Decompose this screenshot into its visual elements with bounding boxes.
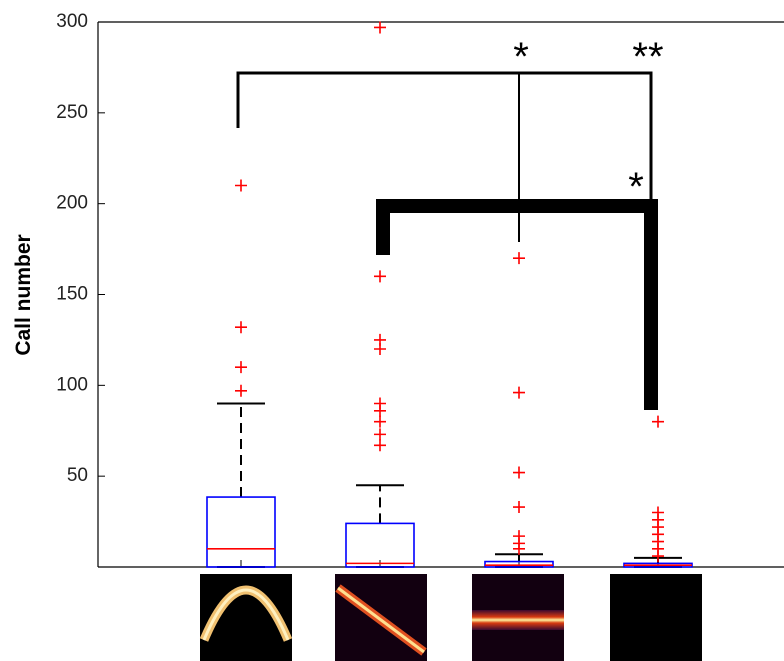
outlier [235,384,247,397]
significance-brackets [236,71,658,410]
outlier [513,386,525,399]
y-axis-label: Call number [12,234,35,355]
y-tick-label: 50 [67,465,88,486]
outlier [652,506,664,519]
outlier [374,333,386,346]
box [345,522,415,568]
call-type-icons [199,574,702,661]
outlier [513,530,525,543]
box [206,496,276,568]
outlier [235,361,247,374]
outlier [513,501,525,514]
outlier [235,321,247,334]
outlier [374,415,386,428]
annotation: * [628,165,644,209]
outlier [374,439,386,452]
outlier [374,21,386,34]
box [484,560,554,568]
outlier [235,179,247,192]
annotation: * [513,35,529,79]
outlier [374,270,386,283]
outlier [374,397,386,410]
y-tick-label: 150 [56,284,88,305]
outlier [652,415,664,428]
outlier [374,428,386,441]
y-tick-label: 250 [56,102,88,123]
annotation: ** [632,35,663,79]
outlier [513,466,525,479]
outlier [513,252,525,265]
y-tick-label: 100 [56,374,88,395]
y-tick-label: 200 [56,193,88,214]
y-tick-label: 300 [56,11,88,32]
